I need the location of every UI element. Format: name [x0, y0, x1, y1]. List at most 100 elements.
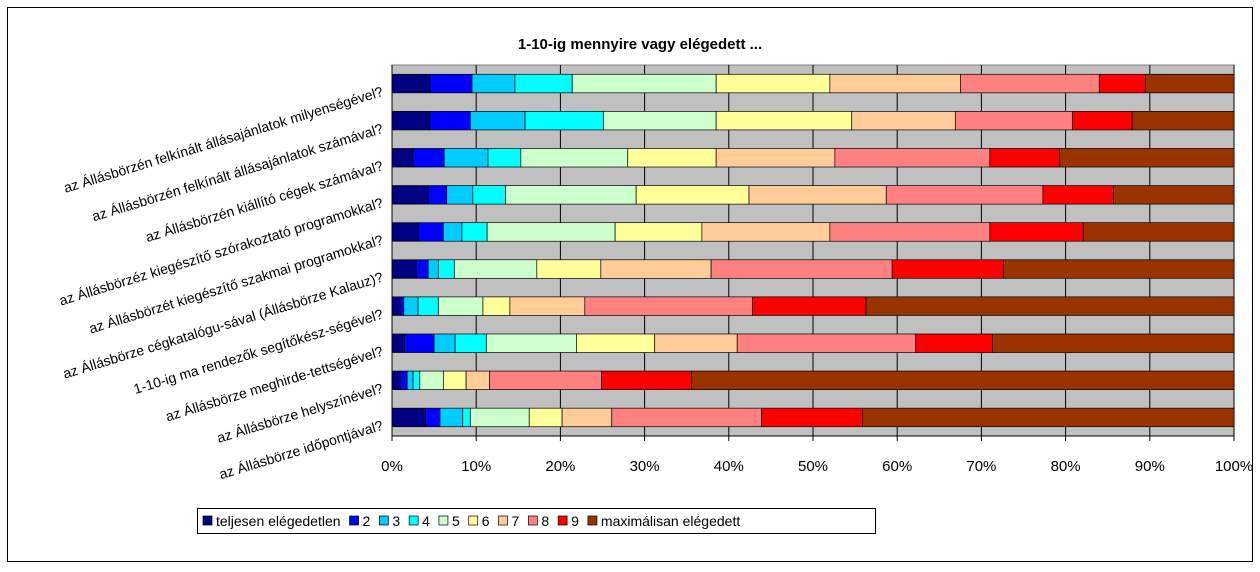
- bar-segment: [505, 185, 637, 205]
- bar-segment: [403, 296, 419, 316]
- x-tick-label: 50%: [798, 458, 828, 475]
- bar-segment: [635, 185, 750, 205]
- bar-segment: [416, 259, 429, 279]
- legend-label: 2: [363, 513, 371, 529]
- bar-segment: [417, 222, 444, 242]
- x-tick-label: 0%: [381, 458, 403, 475]
- bar-segment: [391, 148, 414, 168]
- bar-segment: [1131, 111, 1235, 131]
- x-tick-label: 100%: [1215, 458, 1253, 475]
- bar-segment: [433, 333, 456, 353]
- bar-segment: [1145, 73, 1235, 94]
- bar-segment: [654, 333, 738, 353]
- bar-segment: [748, 185, 887, 205]
- bar-segment: [443, 222, 463, 242]
- bar-segment: [453, 259, 538, 279]
- bar-segment: [391, 73, 431, 94]
- bar-segment: [1113, 185, 1235, 205]
- x-tick-label: 80%: [1051, 458, 1081, 475]
- bar-segment: [417, 296, 439, 316]
- legend-label: 5: [452, 513, 460, 529]
- bar-segment: [536, 259, 602, 279]
- bar-segment: [752, 296, 867, 316]
- bar-segment: [443, 148, 489, 168]
- bar-segment: [561, 407, 613, 428]
- legend-label: teljesen elégedetlen: [216, 513, 341, 529]
- legend-swatch: [557, 515, 568, 526]
- bar-segment: [571, 73, 717, 94]
- bar-segment: [391, 333, 405, 353]
- bar-segment: [400, 296, 405, 316]
- legend-swatch: [378, 515, 389, 526]
- bar-segment: [391, 185, 429, 205]
- bar-segment: [406, 370, 414, 390]
- bar-segment: [710, 259, 893, 279]
- bar-segment: [391, 370, 401, 390]
- legend-swatch: [349, 515, 359, 526]
- bar-segment: [465, 370, 491, 390]
- bar-segment: [715, 148, 836, 168]
- bar-segment: [627, 148, 717, 168]
- bar-segment: [701, 222, 831, 242]
- bar-segment: [1002, 259, 1235, 279]
- bar-segment: [602, 111, 717, 131]
- x-tick-label: 60%: [882, 458, 912, 475]
- legend-label: 9: [571, 513, 579, 529]
- bar-segment: [520, 148, 629, 168]
- x-tick-label: 10%: [461, 458, 491, 475]
- bar-segment: [1042, 185, 1114, 205]
- legend-label: 3: [392, 513, 400, 529]
- bar-segment: [509, 296, 586, 316]
- bar-segment: [834, 148, 991, 168]
- legend-label: maximálisan elégedett: [601, 513, 740, 529]
- x-tick-label: 70%: [966, 458, 996, 475]
- legend-swatch: [202, 515, 213, 526]
- bar-segment: [461, 222, 488, 242]
- bar-segment: [437, 259, 455, 279]
- bar-segment: [391, 259, 417, 279]
- bar-segment: [412, 148, 445, 168]
- bar-segment: [524, 111, 604, 131]
- bar-segment: [715, 111, 853, 131]
- bar-segment: [485, 333, 577, 353]
- bar-segment: [829, 222, 991, 242]
- bar-segment: [1071, 111, 1133, 131]
- bar-segment: [989, 148, 1061, 168]
- bar-segment: [471, 73, 516, 94]
- legend-swatch: [527, 515, 538, 526]
- bar-segment: [391, 407, 427, 428]
- bar-segment: [482, 296, 511, 316]
- bar-segment: [391, 222, 419, 242]
- legend-label: 6: [482, 513, 490, 529]
- x-tick-label: 90%: [1135, 458, 1165, 475]
- bar-segment: [862, 407, 1235, 428]
- bar-segment: [443, 370, 467, 390]
- bar-segment: [959, 73, 1100, 94]
- bar-segment: [576, 333, 656, 353]
- bar-segment: [954, 111, 1073, 131]
- bar-segment: [486, 222, 616, 242]
- bar-segment: [600, 259, 712, 279]
- bar-segment: [391, 296, 401, 316]
- legend-swatch: [438, 515, 449, 526]
- legend-label: 4: [422, 513, 430, 529]
- legend-label: 8: [541, 513, 549, 529]
- bar-segment: [425, 407, 441, 428]
- bar-segment: [891, 259, 1004, 279]
- x-tick-label: 20%: [545, 458, 575, 475]
- bar-segment: [439, 407, 464, 428]
- bar-segment: [1098, 73, 1146, 94]
- bar-segment: [400, 370, 408, 390]
- bar-segment: [427, 185, 448, 205]
- legend-label: 7: [512, 513, 520, 529]
- bar-segment: [915, 333, 993, 353]
- bar-segment: [851, 111, 956, 131]
- bar-segment: [736, 333, 917, 353]
- bar-segment: [614, 222, 703, 242]
- bar-segment: [427, 259, 439, 279]
- bar-segment: [412, 370, 421, 390]
- bar-segment: [487, 148, 522, 168]
- bar-segment: [391, 111, 431, 131]
- legend-swatch: [408, 515, 419, 526]
